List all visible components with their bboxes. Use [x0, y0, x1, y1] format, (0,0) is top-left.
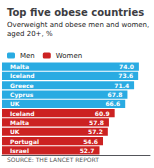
svg-text:Greece: Greece — [10, 82, 34, 89]
svg-text:67.8: 67.8 — [108, 91, 123, 98]
svg-text:Men: Men — [20, 52, 35, 60]
svg-text:52.7: 52.7 — [80, 147, 95, 154]
svg-text:UK: UK — [10, 100, 20, 107]
svg-text:74.0: 74.0 — [119, 63, 134, 70]
svg-text:Top five obese countries: Top five obese countries — [7, 7, 144, 18]
svg-text:57.8: 57.8 — [89, 119, 104, 126]
svg-text:Iceland: Iceland — [10, 72, 35, 79]
svg-text:aged 20+, %: aged 20+, % — [7, 30, 53, 38]
svg-text:Cyprus: Cyprus — [10, 91, 34, 99]
svg-text:Iceland: Iceland — [10, 110, 35, 117]
svg-text:73.6: 73.6 — [118, 72, 133, 79]
svg-text:Israel: Israel — [10, 147, 29, 154]
svg-text:57.2: 57.2 — [88, 128, 103, 135]
svg-text:SOURCE: THE LANCET REPORT: SOURCE: THE LANCET REPORT — [7, 156, 99, 163]
svg-text:71.4: 71.4 — [114, 82, 129, 89]
svg-text:54.6: 54.6 — [83, 138, 98, 145]
svg-text:66.6: 66.6 — [105, 100, 120, 107]
svg-text:Malta: Malta — [10, 119, 29, 126]
svg-text:60.9: 60.9 — [95, 110, 110, 117]
svg-text:Portugal: Portugal — [10, 138, 39, 146]
svg-text:Malta: Malta — [10, 63, 29, 70]
svg-text:UK: UK — [10, 128, 20, 135]
svg-text:Women: Women — [56, 52, 82, 60]
svg-text:Overweight and obese men and w: Overweight and obese men and women, — [7, 21, 149, 29]
